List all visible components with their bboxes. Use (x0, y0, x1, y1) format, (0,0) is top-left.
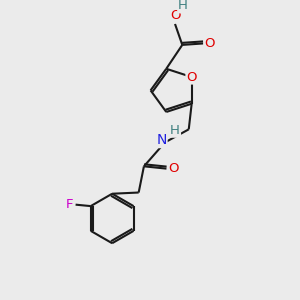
Text: H: H (170, 124, 180, 137)
Text: F: F (65, 198, 73, 211)
Text: N: N (156, 133, 167, 147)
Text: H: H (178, 0, 188, 12)
Text: O: O (170, 9, 180, 22)
Text: O: O (204, 37, 215, 50)
Text: O: O (186, 70, 197, 83)
Text: O: O (168, 162, 178, 175)
